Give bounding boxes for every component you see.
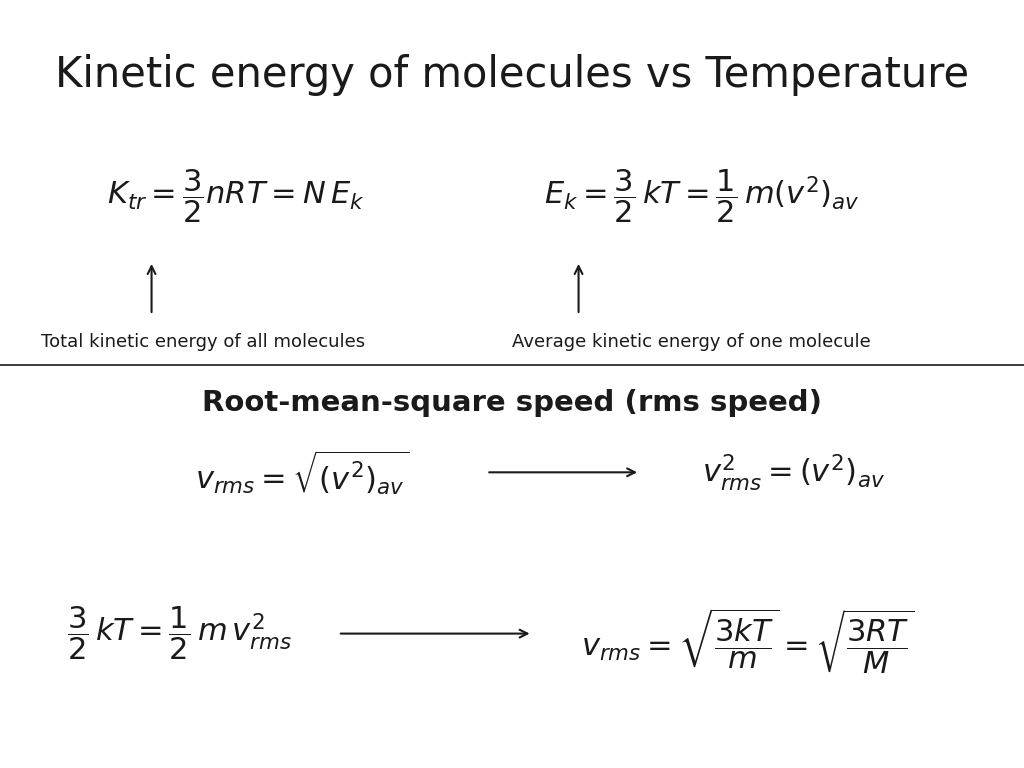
- Text: Root-mean-square speed (rms speed): Root-mean-square speed (rms speed): [202, 389, 822, 417]
- Text: $v_{rms} = \sqrt{\dfrac{3kT}{m}} = \sqrt{\dfrac{3RT}{M}}$: $v_{rms} = \sqrt{\dfrac{3kT}{m}} = \sqrt…: [581, 607, 914, 676]
- Text: Average kinetic energy of one molecule: Average kinetic energy of one molecule: [512, 333, 870, 351]
- Text: Kinetic energy of molecules vs Temperature: Kinetic energy of molecules vs Temperatu…: [55, 54, 969, 96]
- Text: $v^2_{rms}= (v^2)_{av}$: $v^2_{rms}= (v^2)_{av}$: [702, 452, 885, 493]
- Text: $E_k= \dfrac{3}{2}\, kT= \dfrac{1}{2}\, m(v^2)_{av}$: $E_k= \dfrac{3}{2}\, kT= \dfrac{1}{2}\, …: [544, 167, 859, 224]
- Text: Total kinetic energy of all molecules: Total kinetic energy of all molecules: [41, 333, 366, 351]
- Text: $K_{tr}= \dfrac{3}{2}nRT = N\, E_k$: $K_{tr}= \dfrac{3}{2}nRT = N\, E_k$: [106, 167, 365, 224]
- Text: $\dfrac{3}{2}\, kT= \dfrac{1}{2}\, m\, v^2_{rms}$: $\dfrac{3}{2}\, kT= \dfrac{1}{2}\, m\, v…: [67, 605, 292, 662]
- Text: $v_{rms} = \sqrt{(v^2)_{av}}$: $v_{rms} = \sqrt{(v^2)_{av}}$: [195, 448, 410, 497]
